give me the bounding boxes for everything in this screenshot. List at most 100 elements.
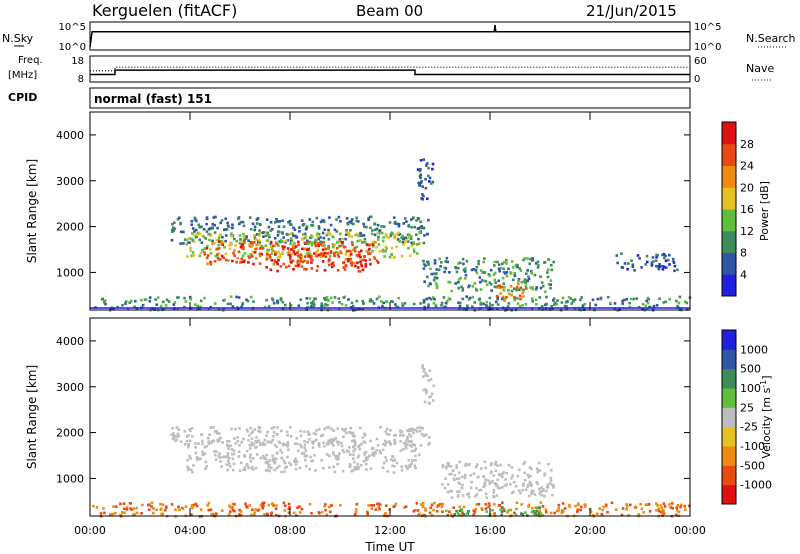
heatmap-cell (266, 440, 269, 444)
heatmap-cell (190, 513, 193, 516)
heatmap-cell (487, 502, 491, 505)
heatmap-cell (376, 502, 379, 506)
heatmap-cell (200, 241, 204, 244)
heatmap-cell (450, 472, 453, 476)
heatmap-cell (401, 302, 404, 305)
heatmap-cell (343, 268, 347, 271)
heatmap-cell (601, 508, 604, 512)
heatmap-cell (376, 223, 380, 227)
heatmap-cell (531, 489, 535, 493)
heatmap-cell (371, 229, 374, 232)
heatmap-cell (482, 475, 485, 478)
heatmap-cell (194, 303, 197, 306)
heatmap-cell (309, 241, 313, 245)
heatmap-cell (543, 494, 546, 498)
heatmap-cell (265, 434, 268, 437)
heatmap-cell (424, 433, 428, 436)
heatmap-cell (407, 246, 410, 250)
heatmap-cell (496, 478, 499, 482)
heatmap-cell (363, 240, 367, 244)
heatmap-cell (378, 250, 382, 253)
heatmap-cell (400, 255, 404, 258)
heatmap-cell (230, 427, 233, 431)
heatmap-cell (276, 426, 279, 429)
heatmap-cell (662, 510, 666, 513)
heatmap-cell (305, 297, 309, 300)
heatmap-cell (270, 511, 273, 515)
heatmap-cell (638, 257, 641, 260)
heatmap-cell (429, 378, 433, 381)
heatmap-cell (236, 439, 240, 443)
heatmap-cell (492, 488, 496, 492)
heatmap-cell (419, 181, 423, 185)
heatmap-cell (621, 302, 624, 305)
heatmap-cell (495, 300, 498, 304)
heatmap-cell (261, 441, 265, 445)
heatmap-cell (270, 258, 273, 262)
heatmap-cell (284, 504, 287, 507)
heatmap-cell (530, 467, 533, 471)
heatmap-cell (313, 252, 316, 255)
heatmap-cell (359, 255, 362, 259)
heatmap-cell (403, 217, 407, 220)
heatmap-cell (253, 428, 256, 431)
heatmap-cell (220, 465, 223, 468)
heatmap-cell (372, 451, 376, 454)
heatmap-cell (680, 503, 683, 507)
heatmap-cell (434, 305, 438, 309)
heatmap-cell (408, 444, 412, 447)
heatmap-cell (228, 504, 231, 508)
heatmap-cell (349, 258, 353, 261)
heatmap-cell (583, 302, 587, 306)
heatmap-cell (314, 244, 318, 247)
heatmap-cell (271, 438, 274, 442)
power-x-ticks (89, 112, 691, 310)
heatmap-cell (330, 427, 333, 431)
heatmap-cell (183, 443, 187, 446)
heatmap-cell (276, 452, 279, 455)
heatmap-cell (475, 289, 478, 292)
heatmap-cell (464, 462, 468, 466)
heatmap-cell (685, 301, 689, 305)
heatmap-cell (414, 454, 417, 458)
heatmap-cell (268, 253, 271, 257)
heatmap-cell (492, 494, 495, 498)
heatmap-cell (471, 295, 475, 299)
heatmap-cell (337, 457, 340, 460)
heatmap-cell (256, 217, 260, 220)
heatmap-cell (650, 261, 654, 265)
heatmap-cell (208, 433, 211, 436)
heatmap-cell (321, 231, 325, 235)
heatmap-cell (661, 253, 664, 257)
cpid-value: normal (fast) 151 (94, 92, 212, 106)
heatmap-cell (373, 223, 376, 226)
heatmap-cell (445, 466, 448, 470)
heatmap-cell (188, 241, 191, 244)
colorbar-segment (722, 165, 736, 188)
heatmap-cell (534, 512, 537, 515)
heatmap-cell (370, 507, 374, 510)
heatmap-cell (368, 258, 372, 261)
heatmap-cell (317, 253, 321, 257)
heatmap-cell (381, 448, 385, 452)
heatmap-cell (351, 439, 354, 443)
heatmap-cell (368, 243, 371, 247)
heatmap-cell (492, 273, 496, 276)
heatmap-cell (375, 246, 378, 249)
heatmap-cell (496, 297, 499, 301)
heatmap-cell (405, 438, 409, 441)
heatmap-cell (531, 287, 535, 291)
heatmap-cell (356, 462, 360, 466)
heatmap-cell (410, 218, 413, 221)
heatmap-cell (456, 495, 460, 498)
heatmap-cell (155, 303, 159, 306)
heatmap-cell (357, 251, 361, 254)
heatmap-cell (491, 303, 494, 307)
heatmap-cell (519, 297, 522, 301)
heatmap-cell (461, 297, 464, 301)
heatmap-cell (273, 460, 277, 464)
heatmap-cell (216, 438, 219, 442)
heatmap-cell (493, 264, 496, 267)
heatmap-cell (527, 505, 530, 508)
